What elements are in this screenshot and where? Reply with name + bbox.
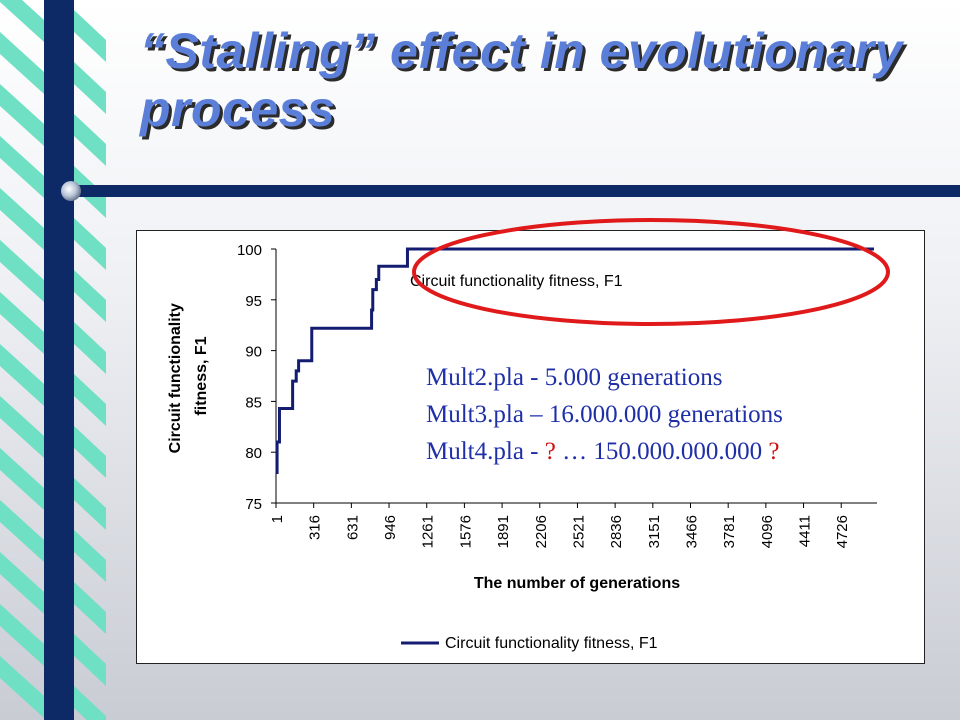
question-mark-2: ? (768, 438, 780, 465)
x-tick-label: 3151 (646, 515, 663, 548)
x-tick-label: 3466 (683, 515, 700, 548)
left-ribbon-decoration (0, 0, 106, 720)
ribbon-segment (0, 552, 44, 614)
ribbon-segment (0, 0, 44, 42)
slide-title: “Stalling” effect in evolutionary proces… (140, 23, 903, 137)
ribbon-segment (74, 426, 106, 478)
ribbon-segment (74, 114, 106, 166)
ribbon-segment (0, 188, 44, 250)
x-tick-label: 316 (307, 515, 324, 540)
y-tick-label: 100 (237, 242, 262, 259)
ribbon-segment (74, 478, 106, 530)
x-tick-label: 1261 (420, 515, 437, 548)
note-line-3-middle: … 150.000.000.000 (555, 438, 769, 465)
x-tick-label: 631 (344, 515, 361, 540)
ribbon-segment (74, 62, 106, 114)
ribbon-segment (0, 604, 44, 666)
chart-annotation: Circuit functionality fitness, F1 (410, 273, 623, 290)
ribbon-segment (74, 10, 106, 62)
x-tick-label: 4411 (797, 515, 814, 547)
title-divider (61, 181, 960, 201)
x-tick-label: 2521 (570, 515, 587, 548)
ribbon-segment (74, 322, 106, 374)
ribbon-segment (0, 656, 44, 718)
ribbon-segment (74, 686, 106, 720)
ribbon-segment (74, 270, 106, 322)
ribbon-segment (0, 84, 44, 146)
note-line-3-prefix: Mult4.pla - (426, 438, 545, 465)
x-tick-label: 946 (382, 515, 399, 540)
ribbon-segment (74, 218, 106, 270)
y-tick-label: 80 (245, 445, 262, 462)
ribbon-segment (0, 344, 44, 406)
ribbon-segment (0, 136, 44, 198)
x-tick-label: 1891 (495, 515, 512, 548)
legend-label: Circuit functionality fitness, F1 (445, 635, 658, 652)
y-tick-label: 95 (245, 293, 262, 310)
question-mark-1: ? (544, 438, 556, 465)
x-tick-label: 1 (269, 515, 286, 523)
ribbon-segment (74, 374, 106, 426)
note-line-1: Mult2.pla - 5.000 generations (426, 364, 723, 391)
note-line-3: Mult4.pla - ? … 150.000.000.000 ? (426, 438, 779, 466)
x-tick-label: 1576 (457, 515, 474, 548)
ribbon-segment (0, 32, 44, 94)
x-tick-label: 2836 (608, 515, 625, 548)
ribbon-segment (0, 500, 44, 562)
y-tick-label: 75 (245, 496, 262, 513)
x-tick-label: 2206 (533, 515, 550, 548)
x-axis-label: The number of generations (474, 575, 680, 592)
ribbon-segment (74, 582, 106, 634)
fitness-series-line (275, 247, 874, 475)
y-tick-label: 90 (245, 344, 262, 361)
divider-bullet-icon (61, 181, 81, 201)
x-tick-label: 3781 (721, 515, 738, 548)
ribbon-segment (74, 530, 106, 582)
ribbon-segment (0, 448, 44, 510)
x-tick-label: 4726 (834, 515, 851, 548)
y-axis-label: Circuit functionality fitness, F1 (167, 299, 210, 454)
ribbon-segment (74, 634, 106, 686)
note-line-2: Mult3.pla – 16.000.000 generations (426, 401, 783, 428)
ribbon-segment (0, 292, 44, 354)
ribbon-segment (0, 240, 44, 302)
x-tick-label: 4096 (759, 515, 776, 548)
y-tick-label: 85 (245, 394, 262, 411)
ribbon-segment (0, 396, 44, 458)
